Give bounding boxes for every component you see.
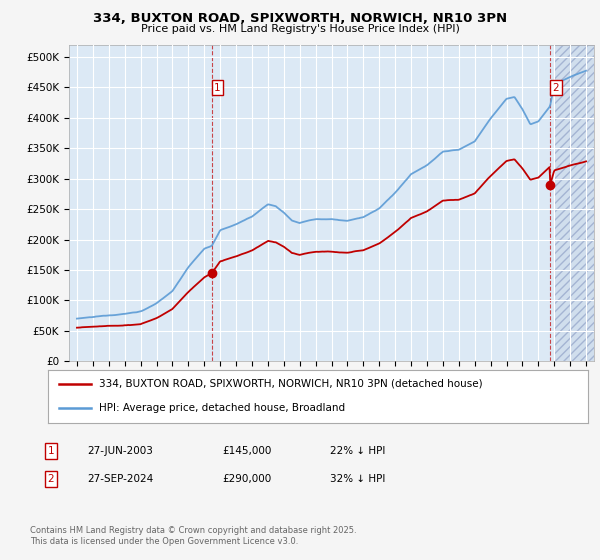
Text: Contains HM Land Registry data © Crown copyright and database right 2025.
This d: Contains HM Land Registry data © Crown c… — [30, 526, 356, 546]
Bar — [554, 45, 594, 361]
Text: 27-JUN-2003: 27-JUN-2003 — [87, 446, 153, 456]
Text: 32% ↓ HPI: 32% ↓ HPI — [330, 474, 385, 484]
Text: Price paid vs. HM Land Registry's House Price Index (HPI): Price paid vs. HM Land Registry's House … — [140, 24, 460, 34]
Text: 334, BUXTON ROAD, SPIXWORTH, NORWICH, NR10 3PN: 334, BUXTON ROAD, SPIXWORTH, NORWICH, NR… — [93, 12, 507, 25]
Text: HPI: Average price, detached house, Broadland: HPI: Average price, detached house, Broa… — [100, 403, 346, 413]
Text: 22% ↓ HPI: 22% ↓ HPI — [330, 446, 385, 456]
Text: £290,000: £290,000 — [222, 474, 271, 484]
Text: £145,000: £145,000 — [222, 446, 271, 456]
Text: 2: 2 — [47, 474, 55, 484]
Text: 27-SEP-2024: 27-SEP-2024 — [87, 474, 153, 484]
Text: 334, BUXTON ROAD, SPIXWORTH, NORWICH, NR10 3PN (detached house): 334, BUXTON ROAD, SPIXWORTH, NORWICH, NR… — [100, 379, 483, 389]
Bar — [554, 45, 594, 361]
Text: 2: 2 — [553, 82, 559, 92]
Text: 1: 1 — [214, 82, 221, 92]
Text: 1: 1 — [47, 446, 55, 456]
